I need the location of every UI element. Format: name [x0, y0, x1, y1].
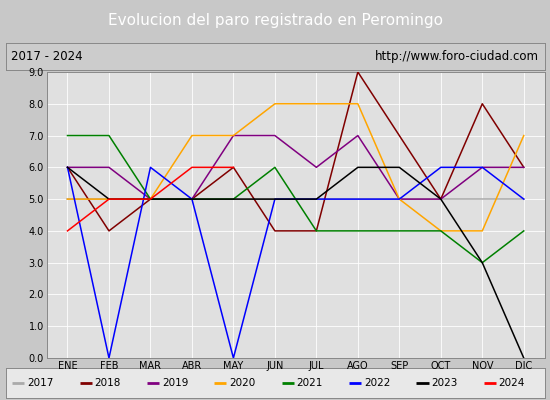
Text: http://www.foro-ciudad.com: http://www.foro-ciudad.com	[375, 50, 539, 63]
Text: 2019: 2019	[162, 378, 188, 388]
Text: 2022: 2022	[364, 378, 390, 388]
Text: Evolucion del paro registrado en Peromingo: Evolucion del paro registrado en Peromin…	[107, 14, 443, 28]
Text: 2024: 2024	[499, 378, 525, 388]
Text: 2017: 2017	[27, 378, 53, 388]
Text: 2020: 2020	[229, 378, 255, 388]
Text: 2021: 2021	[296, 378, 323, 388]
Text: 2017 - 2024: 2017 - 2024	[11, 50, 82, 63]
Text: 2023: 2023	[431, 378, 458, 388]
Text: 2018: 2018	[95, 378, 121, 388]
